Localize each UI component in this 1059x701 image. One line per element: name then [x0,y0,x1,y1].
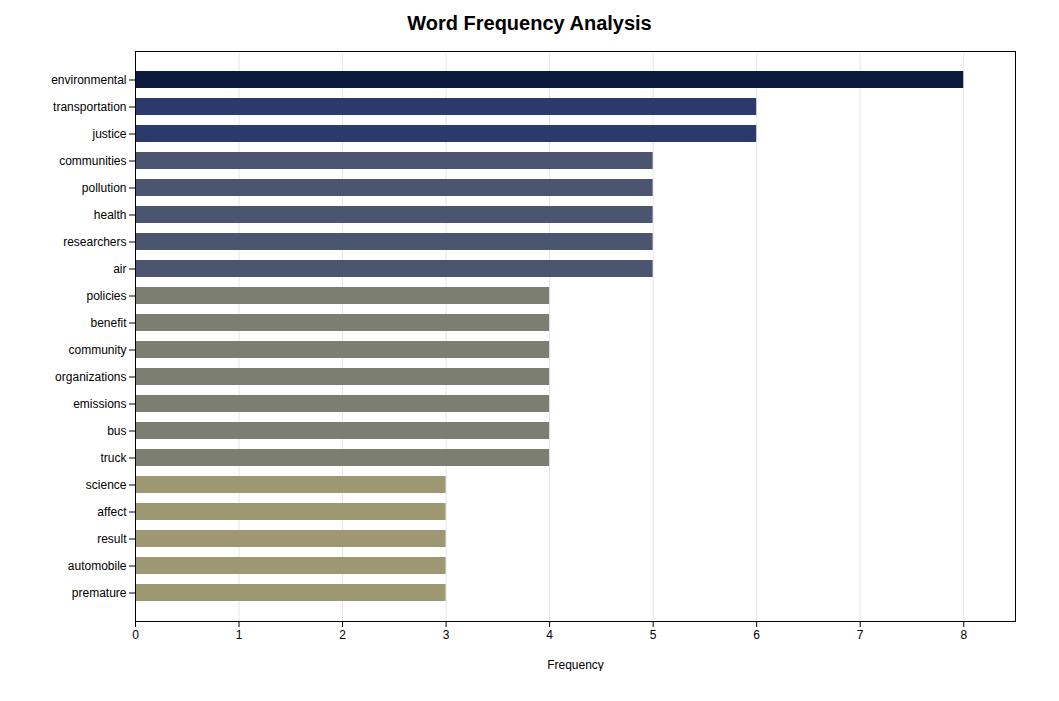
svg-text:emissions: emissions [73,397,126,411]
svg-text:transportation: transportation [53,100,126,114]
svg-text:6: 6 [753,628,760,642]
html-text:Word Frequency Analysis: Word Frequency Analysis [407,12,652,34]
svg-text:premature: premature [72,586,127,600]
svg-text:community: community [68,343,126,357]
svg-text:5: 5 [650,628,657,642]
svg-text:8: 8 [960,628,967,642]
svg-text:science: science [86,478,127,492]
svg-text:health: health [94,208,127,222]
svg-text:automobile: automobile [68,559,127,573]
svg-text:4: 4 [546,628,553,642]
svg-text:affect: affect [97,505,127,519]
svg-text:pollution: pollution [82,181,127,195]
svg-text:7: 7 [857,628,864,642]
svg-text:air: air [113,262,126,276]
svg-text:environmental: environmental [51,73,126,87]
svg-text:truck: truck [100,451,127,465]
svg-text:researchers: researchers [63,235,126,249]
svg-text:bus: bus [107,424,126,438]
svg-text:policies: policies [86,289,126,303]
svg-text:3: 3 [443,628,450,642]
svg-text:benefit: benefit [90,316,127,330]
svg-text:2: 2 [339,628,346,642]
svg-text:organizations: organizations [55,370,126,384]
svg-text:result: result [97,532,127,546]
svg-text:justice: justice [91,127,126,141]
svg-text:Frequency: Frequency [547,658,604,672]
svg-text:communities: communities [59,154,126,168]
svg-text:0: 0 [132,628,139,642]
svg-text:1: 1 [236,628,243,642]
